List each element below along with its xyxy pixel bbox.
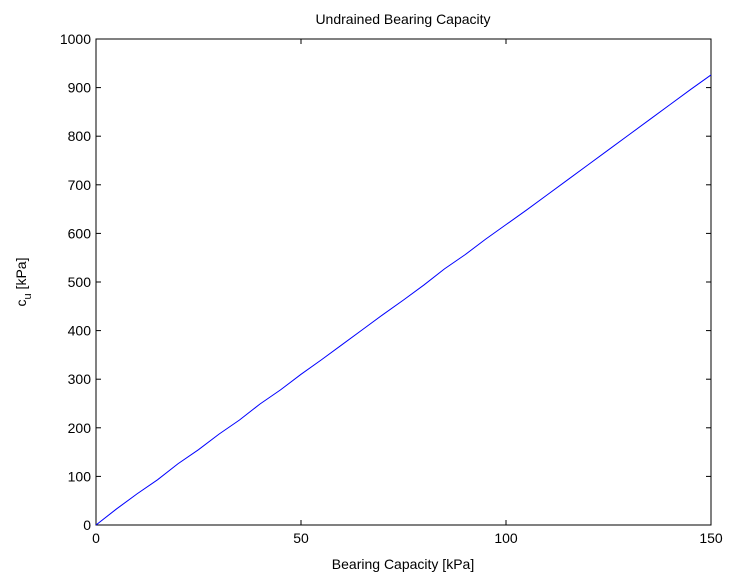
y-tick-label: 500 <box>68 274 92 290</box>
y-tick-label: 1000 <box>60 31 91 47</box>
y-tick-label: 900 <box>68 80 92 96</box>
y-axis-label: cu [kPa] <box>13 258 34 307</box>
y-axis-label-main: c <box>13 299 29 306</box>
y-tick-label: 400 <box>68 323 92 339</box>
y-tick-label: 0 <box>83 517 91 533</box>
y-axis-label-subscript: u <box>22 293 34 299</box>
x-tick-label: 100 <box>494 530 518 546</box>
y-tick-label: 600 <box>68 225 92 241</box>
x-tick-label: 150 <box>699 530 723 546</box>
y-tick-label: 200 <box>68 420 92 436</box>
series-line <box>95 74 712 526</box>
x-tick-label: 50 <box>293 530 309 546</box>
y-tick-label: 100 <box>68 468 92 484</box>
axis-ticks <box>95 38 712 526</box>
x-axis-label: Bearing Capacity [kPa] <box>332 556 474 572</box>
y-tick-label: 700 <box>68 177 92 193</box>
chart-title: Undrained Bearing Capacity <box>315 11 490 27</box>
series-layer <box>95 74 712 526</box>
y-tick-label: 300 <box>68 371 92 387</box>
y-tick-label: 800 <box>68 128 92 144</box>
x-tick-label: 0 <box>92 530 100 546</box>
axes-box <box>95 38 712 526</box>
axis-tick-labels: 0 50 100 150 0 100 200 300 400 500 600 700 800 900 100… <box>60 31 723 546</box>
y-axis-label-unit: [kPa] <box>13 258 29 294</box>
